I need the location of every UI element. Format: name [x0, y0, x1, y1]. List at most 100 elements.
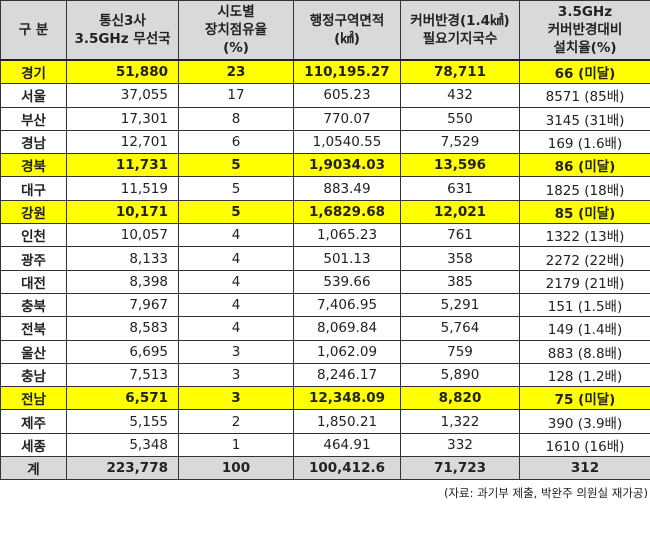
stations-cell: 37,055 [66, 83, 179, 108]
region-cell: 경남 [0, 129, 67, 155]
needed-cell: 761 [400, 223, 520, 248]
needed-cell: 358 [400, 246, 520, 271]
header-rate: 3.5GHz 커버반경대비 설치율(%) [519, 0, 650, 61]
share-cell: 4 [178, 223, 294, 248]
needed-cell: 13,596 [400, 153, 520, 178]
stations-cell: 10,057 [66, 223, 179, 248]
stations-cell: 5,348 [66, 432, 179, 458]
area-cell: 1,0540.55 [293, 129, 401, 155]
needed-cell: 5,890 [400, 362, 520, 388]
needed-cell: 1,322 [400, 409, 520, 434]
area-cell: 770.07 [293, 106, 401, 131]
stations-cell: 11,519 [66, 176, 179, 201]
share-cell: 8 [178, 106, 294, 131]
rate-cell: 2272 (22배) [519, 246, 650, 271]
needed-cell: 385 [400, 269, 520, 294]
share-cell: 2 [178, 409, 294, 434]
region-cell: 대구 [0, 176, 67, 201]
needed-cell: 550 [400, 106, 520, 131]
stations-cell: 223,778 [66, 456, 179, 481]
stations-cell: 51,880 [66, 59, 179, 85]
header-needed: 커버반경(1.4㎢) 필요기지국수 [400, 0, 520, 61]
region-cell: 제주 [0, 409, 67, 434]
table-row: 인천 10,057 4 1,065.23 761 1322 (13배) [0, 223, 650, 248]
region-cell: 경기 [0, 59, 67, 85]
table-row: 제주 5,155 2 1,850.21 1,322 390 (3.9배) [0, 409, 650, 434]
stations-cell: 5,155 [66, 409, 179, 434]
table-row: 서울 37,055 17 605.23 432 8571 (85배) [0, 83, 650, 108]
table-row: 대전 8,398 4 539.66 385 2179 (21배) [0, 269, 650, 294]
needed-cell: 7,529 [400, 129, 520, 155]
table-row: 부산 17,301 8 770.07 550 3145 (31배) [0, 106, 650, 131]
share-cell: 6 [178, 129, 294, 155]
rate-cell: 85 (미달) [519, 199, 650, 225]
rate-cell: 390 (3.9배) [519, 409, 650, 434]
rate-cell: 1322 (13배) [519, 223, 650, 248]
stations-cell: 10,171 [66, 199, 179, 225]
table-row: 세종 5,348 1 464.91 332 1610 (16배) [0, 432, 650, 458]
rate-cell: 75 (미달) [519, 386, 650, 411]
region-cell: 강원 [0, 199, 67, 225]
rate-cell: 2179 (21배) [519, 269, 650, 294]
rate-cell: 151 (1.5배) [519, 292, 650, 318]
region-cell: 계 [0, 456, 67, 481]
share-cell: 5 [178, 199, 294, 225]
table-row: 충남 7,513 3 8,246.17 5,890 128 (1.2배) [0, 362, 650, 388]
region-cell: 울산 [0, 339, 67, 364]
needed-cell: 631 [400, 176, 520, 201]
area-cell: 605.23 [293, 83, 401, 108]
area-cell: 7,406.95 [293, 292, 401, 318]
needed-cell: 432 [400, 83, 520, 108]
table-row: 울산 6,695 3 1,062.09 759 883 (8.8배) [0, 339, 650, 364]
area-cell: 12,348.09 [293, 386, 401, 411]
area-cell: 464.91 [293, 432, 401, 458]
table-row: 강원 10,171 5 1,6829.68 12,021 85 (미달) [0, 199, 650, 225]
table-row: 경북 11,731 5 1,9034.03 13,596 86 (미달) [0, 153, 650, 178]
share-cell: 17 [178, 83, 294, 108]
header-row: 구 분 통신3사 3.5GHz 무선국 시도별 장치점유율 (%) 행정구역면적 (㎢)… [0, 0, 650, 61]
region-cell: 서울 [0, 83, 67, 108]
region-cell: 경북 [0, 153, 67, 178]
rate-cell: 3145 (31배) [519, 106, 650, 131]
area-cell: 100,412.6 [293, 456, 401, 481]
table-row: 전남 6,571 3 12,348.09 8,820 75 (미달) [0, 386, 650, 411]
area-cell: 883.49 [293, 176, 401, 201]
region-cell: 세종 [0, 432, 67, 458]
stations-cell: 6,695 [66, 339, 179, 364]
header-share: 시도별 장치점유율 (%) [178, 0, 294, 61]
area-cell: 1,062.09 [293, 339, 401, 364]
table-row: 전북 8,583 4 8,069.84 5,764 149 (1.4배) [0, 316, 650, 341]
rate-cell: 86 (미달) [519, 153, 650, 178]
rate-cell: 312 [519, 456, 650, 481]
rate-cell: 883 (8.8배) [519, 339, 650, 364]
base-station-table: 구 분 통신3사 3.5GHz 무선국 시도별 장치점유율 (%) 행정구역면적 (㎢)… [0, 0, 650, 481]
area-cell: 1,850.21 [293, 409, 401, 434]
stations-cell: 7,513 [66, 362, 179, 388]
area-cell: 110,195.27 [293, 59, 401, 85]
stations-cell: 6,571 [66, 386, 179, 411]
share-cell: 4 [178, 292, 294, 318]
needed-cell: 8,820 [400, 386, 520, 411]
region-cell: 인천 [0, 223, 67, 248]
rate-cell: 1610 (16배) [519, 432, 650, 458]
stations-cell: 11,731 [66, 153, 179, 178]
needed-cell: 332 [400, 432, 520, 458]
area-cell: 8,246.17 [293, 362, 401, 388]
needed-cell: 12,021 [400, 199, 520, 225]
area-cell: 539.66 [293, 269, 401, 294]
header-area: 행정구역면적 (㎢) [293, 0, 401, 61]
rate-cell: 128 (1.2배) [519, 362, 650, 388]
needed-cell: 78,711 [400, 59, 520, 85]
share-cell: 3 [178, 362, 294, 388]
stations-cell: 7,967 [66, 292, 179, 318]
share-cell: 4 [178, 269, 294, 294]
needed-cell: 5,764 [400, 316, 520, 341]
share-cell: 100 [178, 456, 294, 481]
share-cell: 3 [178, 339, 294, 364]
share-cell: 5 [178, 153, 294, 178]
area-cell: 1,065.23 [293, 223, 401, 248]
region-cell: 전남 [0, 386, 67, 411]
table-row: 경남 12,701 6 1,0540.55 7,529 169 (1.6배) [0, 129, 650, 155]
share-cell: 5 [178, 176, 294, 201]
area-cell: 1,6829.68 [293, 199, 401, 225]
